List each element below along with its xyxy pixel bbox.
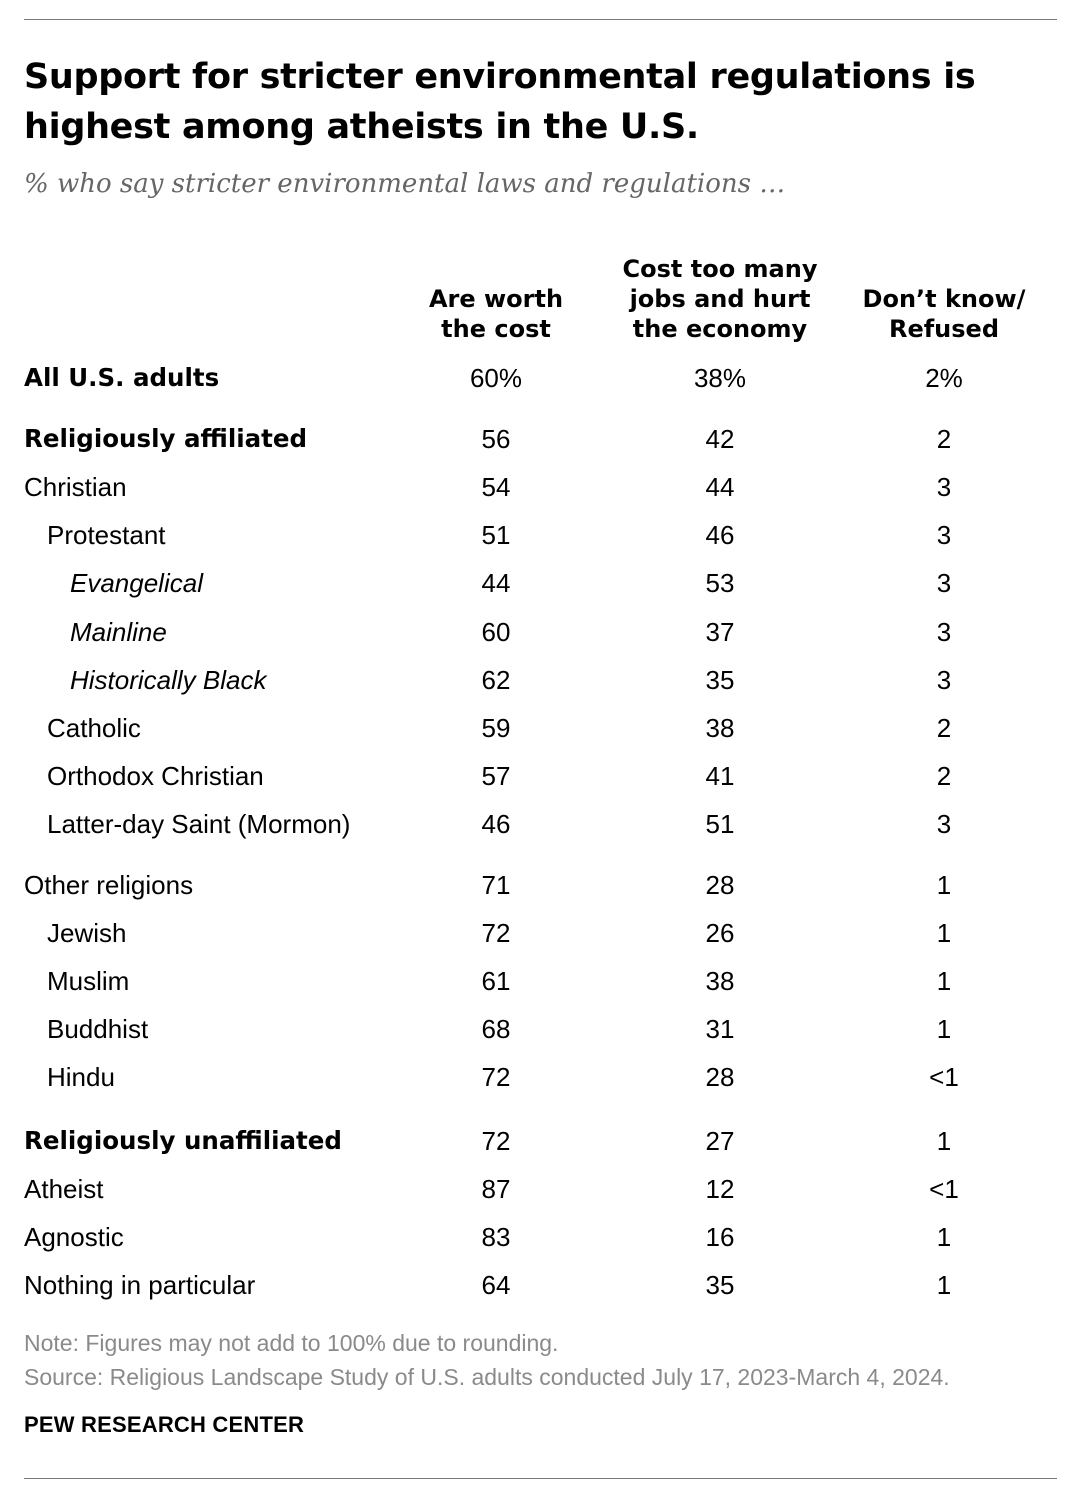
table-cell: 68 xyxy=(481,1014,511,1045)
table-cell: 51 xyxy=(705,808,735,839)
column-header-1: Are worth the cost xyxy=(376,244,616,344)
row-label: Protestant xyxy=(47,520,166,551)
table-cell: 64 xyxy=(481,1269,511,1300)
bottom-rule xyxy=(24,1478,1057,1479)
row-label: Religiously unaffiliated xyxy=(24,1125,342,1155)
column-header-line: jobs and hurt xyxy=(629,285,811,313)
row-label: Hindu xyxy=(47,1062,115,1093)
note-text: Note: Figures may not add to 100% due to… xyxy=(24,1330,559,1356)
table-cell: 3 xyxy=(936,616,952,647)
table-cell: 1 xyxy=(936,966,952,997)
table-cell: 42 xyxy=(705,424,735,455)
table-cell: <1 xyxy=(929,1062,959,1093)
table-cell: 83 xyxy=(481,1221,511,1252)
column-header-line: Are worth xyxy=(428,285,564,313)
row-label: Mainline xyxy=(70,616,167,647)
top-rule xyxy=(24,19,1057,20)
table-cell: 51 xyxy=(481,520,511,551)
table-cell: 54 xyxy=(481,472,511,503)
table-cell: 44 xyxy=(705,472,735,503)
pew-research-center-logo: PEW RESEARCH CENTER xyxy=(24,1412,305,1437)
table-cell: 35 xyxy=(705,664,735,695)
table-cell: 1 xyxy=(936,1269,952,1300)
column-header-line: Cost too many xyxy=(622,255,818,283)
table-cell: 2 xyxy=(936,760,952,791)
table-cell: 1 xyxy=(936,1125,952,1156)
table-cell: 46 xyxy=(481,808,511,839)
row-label: Orthodox Christian xyxy=(47,760,264,791)
column-header-line: the economy xyxy=(632,315,808,343)
table-cell: 1 xyxy=(936,870,952,900)
table-cell: 37 xyxy=(705,616,735,647)
column-header-line: Don’t know/ xyxy=(862,285,1026,313)
column-header-line: Refused xyxy=(888,315,1000,343)
column-header-line: the cost xyxy=(441,315,551,343)
row-label: Nothing in particular xyxy=(24,1269,256,1300)
table-cell: <1 xyxy=(929,1173,959,1204)
row-label: Historically Black xyxy=(70,664,267,695)
table-cell: 2 xyxy=(936,712,952,743)
table-cell: 38 xyxy=(705,712,735,743)
table-cell: 3 xyxy=(936,568,952,599)
table-cell: 3 xyxy=(936,472,952,503)
column-header-3: Don’t know/Refused xyxy=(824,244,1064,344)
table-cell: 12 xyxy=(705,1173,735,1204)
table-cell: 53 xyxy=(705,568,735,599)
table-cell: 60 xyxy=(481,616,511,647)
table-cell: 1 xyxy=(936,1014,952,1045)
table-cell: 38 xyxy=(705,966,735,997)
table-cell: 71 xyxy=(481,870,511,900)
table-cell: 59 xyxy=(481,712,511,743)
table-cell: 57 xyxy=(481,760,511,791)
table-cell: 44 xyxy=(481,568,511,599)
column-header-2: Cost too many jobs and hurt the economy xyxy=(600,244,840,344)
row-label: Other religions xyxy=(24,870,194,900)
row-label: Catholic xyxy=(47,712,141,743)
source-text: Source: Religious Landscape Study of U.S… xyxy=(24,1364,950,1390)
table-cell: 2 xyxy=(936,424,952,455)
table-cell: 62 xyxy=(481,664,511,695)
table-cell: 35 xyxy=(705,1269,735,1300)
chart-subtitle: % who say stricter environmental laws an… xyxy=(24,169,786,199)
table-cell: 2% xyxy=(925,363,963,393)
table-cell: 28 xyxy=(705,1062,735,1093)
table-cell: 60% xyxy=(469,363,523,393)
row-label: Evangelical xyxy=(70,568,203,599)
table-cell: 31 xyxy=(705,1014,735,1045)
table-cell: 26 xyxy=(705,918,735,949)
table-cell: 16 xyxy=(705,1221,735,1252)
row-label: Atheist xyxy=(24,1173,104,1204)
table-cell: 3 xyxy=(936,664,952,695)
table-cell: 38% xyxy=(693,363,747,393)
row-label: Buddhist xyxy=(47,1014,149,1045)
row-label: Latter-day Saint (Mormon) xyxy=(47,808,351,839)
table-cell: 41 xyxy=(705,760,735,791)
row-label: Christian xyxy=(24,472,127,503)
table-cell: 27 xyxy=(705,1125,735,1156)
table-cell: 1 xyxy=(936,918,952,949)
chart-title: Support for stricter environmental regul… xyxy=(24,57,976,147)
table-cell: 28 xyxy=(705,870,735,900)
table-cell: 3 xyxy=(936,520,952,551)
row-label: Agnostic xyxy=(24,1221,124,1252)
table-cell: 72 xyxy=(481,1062,511,1093)
table-cell: 1 xyxy=(936,1221,952,1252)
table-cell: 61 xyxy=(481,966,511,997)
table-cell: 3 xyxy=(936,808,952,839)
table-cell: 56 xyxy=(481,424,511,455)
row-label: Religiously affiliated xyxy=(24,424,308,454)
table-cell: 72 xyxy=(481,1125,511,1156)
table-cell: 46 xyxy=(705,520,735,551)
row-label: All U.S. adults xyxy=(24,363,220,392)
row-label: Jewish xyxy=(47,918,127,949)
row-label: Muslim xyxy=(47,966,130,997)
table-cell: 72 xyxy=(481,918,511,949)
table-cell: 87 xyxy=(481,1173,511,1204)
